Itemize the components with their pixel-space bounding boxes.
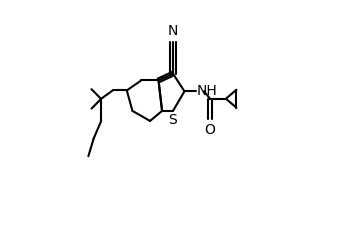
Text: N: N <box>168 24 178 38</box>
Text: S: S <box>168 113 177 127</box>
Text: O: O <box>205 123 216 137</box>
Text: NH: NH <box>197 84 218 98</box>
